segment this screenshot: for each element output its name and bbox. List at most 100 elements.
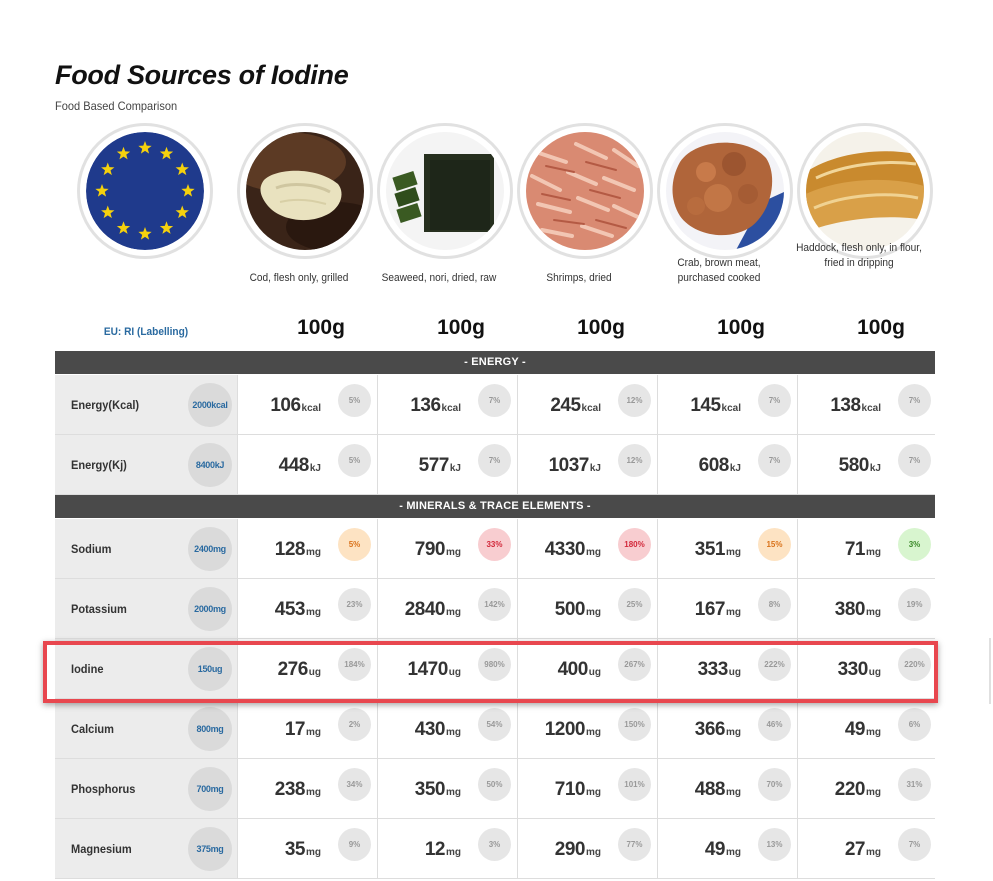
food-image-shrimp [517,123,653,259]
percent-ri-badge: 50% [478,768,511,801]
amount-number: 136 [410,395,441,416]
amount-number: 27 [844,839,866,860]
amount-number: 380 [834,599,866,620]
amount-number: 366 [694,719,726,740]
value-cell: 1037kJ 12% [517,435,657,494]
amount-unit: kcal [301,403,321,414]
nutrient-amount: 400ug [558,659,601,681]
percent-ri-badge: 101% [618,768,651,801]
percent-ri-badge: 180% [618,528,651,561]
value-cell: 366mg 46% [657,699,797,758]
scroll-edge [989,638,991,704]
ri-value-badge: 2000mg [188,587,232,631]
value-cell: 238mg 34% [237,759,377,818]
portion-cod: 100g [297,316,345,339]
eu-star-icon [159,221,174,234]
amount-unit: mg [446,547,461,558]
nutrient-name-cell: Magnesium 375mg [55,819,237,878]
value-cell: 1200mg 150% [517,699,657,758]
amount-number: 290 [554,839,586,860]
nutrient-amount: 330ug [838,659,881,681]
value-cell: 276ug 184% [237,639,377,698]
nutrient-amount: 608kJ [699,455,741,477]
nutrient-name-cell: Energy(Kcal) 2000kcal [55,375,237,434]
percent-ri-badge: 12% [618,444,651,477]
ri-value-badge: 375mg [188,827,232,871]
amount-unit: mg [586,847,601,858]
percent-ri-badge: 33% [478,528,511,561]
amount-unit: mg [586,607,601,618]
amount-unit: ug [868,667,881,678]
percent-ri-badge: 7% [898,384,931,417]
amount-number: 430 [414,719,446,740]
percent-ri-badge: 5% [338,384,371,417]
amount-number: 138 [830,395,861,416]
nutrient-amount: 220mg [835,779,881,801]
amount-unit: mg [726,727,741,738]
nutrient-amount: 35mg [285,839,321,861]
eu-star-icon [116,146,131,160]
food-image-haddock [797,123,933,259]
amount-unit: mg [866,727,881,738]
nutrient-amount: 136kcal [410,395,461,417]
value-cell: 790mg 33% [377,519,517,578]
nutrient-name-cell: Calcium 800mg [55,699,237,758]
amount-unit: kcal [441,403,461,414]
amount-number: 12 [424,839,446,860]
iodine-highlight-box [43,641,938,703]
percent-ri-badge: 23% [338,588,371,621]
amount-number: 577 [418,455,450,476]
nutrient-amount: 380mg [835,599,881,621]
amount-number: 220 [834,779,866,800]
crab-image [666,132,784,250]
amount-unit: mg [306,607,321,618]
value-cell: 351mg 15% [657,519,797,578]
amount-number: 1200 [544,719,586,740]
amount-unit: kJ [869,463,881,474]
value-cell: 27mg 7% [797,819,937,878]
amount-number: 4330 [544,539,586,560]
value-cell: 448kJ 5% [237,435,377,494]
amount-number: 245 [550,395,581,416]
page-subtitle: Food Based Comparison [55,99,178,113]
amount-unit: ug [308,667,321,678]
amount-unit: mg [726,607,741,618]
value-cell: 577kJ 7% [377,435,517,494]
nutrient-row-sodium: Sodium 2400mg 128mg 5% 790mg 33% 4330mg 180% 351… [55,519,935,579]
amount-number: 167 [694,599,726,620]
amount-unit: mg [446,787,461,798]
portion-nori: 100g [437,316,485,339]
percent-ri-badge: 7% [478,444,511,477]
percent-ri-badge: 46% [758,708,791,741]
value-cell: 12mg 3% [377,819,517,878]
percent-ri-badge: 5% [338,444,371,477]
eu-star-icon [95,184,109,197]
eu-star-icon [116,221,131,234]
nutrient-amount: 333ug [698,659,741,681]
value-cell: 1470ug 980% [377,639,517,698]
food-label-cod: Cod, flesh only, grilled [249,272,349,284]
ri-value-badge: 800mg [188,707,232,751]
nutrient-amount: 1200mg [545,719,601,741]
food-label-haddock: Haddock, flesh only, in flour, fried in … [796,242,922,269]
eu-star-icon [175,162,189,176]
value-cell: 136kcal 7% [377,375,517,434]
nutrient-name: Iodine [71,662,104,676]
value-cell: 4330mg 180% [517,519,657,578]
amount-number: 145 [690,395,721,416]
percent-ri-badge: 7% [898,444,931,477]
amount-unit: kcal [721,403,741,414]
value-cell: 106kcal 5% [237,375,377,434]
amount-number: 1037 [548,455,590,476]
amount-unit: mg [866,787,881,798]
amount-number: 350 [414,779,446,800]
portion-shrimp: 100g [577,316,625,339]
value-cell: 138kcal 7% [797,375,937,434]
amount-number: 710 [554,779,586,800]
value-cell: 453mg 23% [237,579,377,638]
ri-reference-label[interactable]: EU: RI (Labelling) [103,326,189,338]
nutrient-amount: 580kJ [839,455,881,477]
shrimp-image [526,132,644,250]
percent-ri-badge: 9% [338,828,371,861]
nutrient-name-cell: Sodium 2400mg [55,519,237,578]
